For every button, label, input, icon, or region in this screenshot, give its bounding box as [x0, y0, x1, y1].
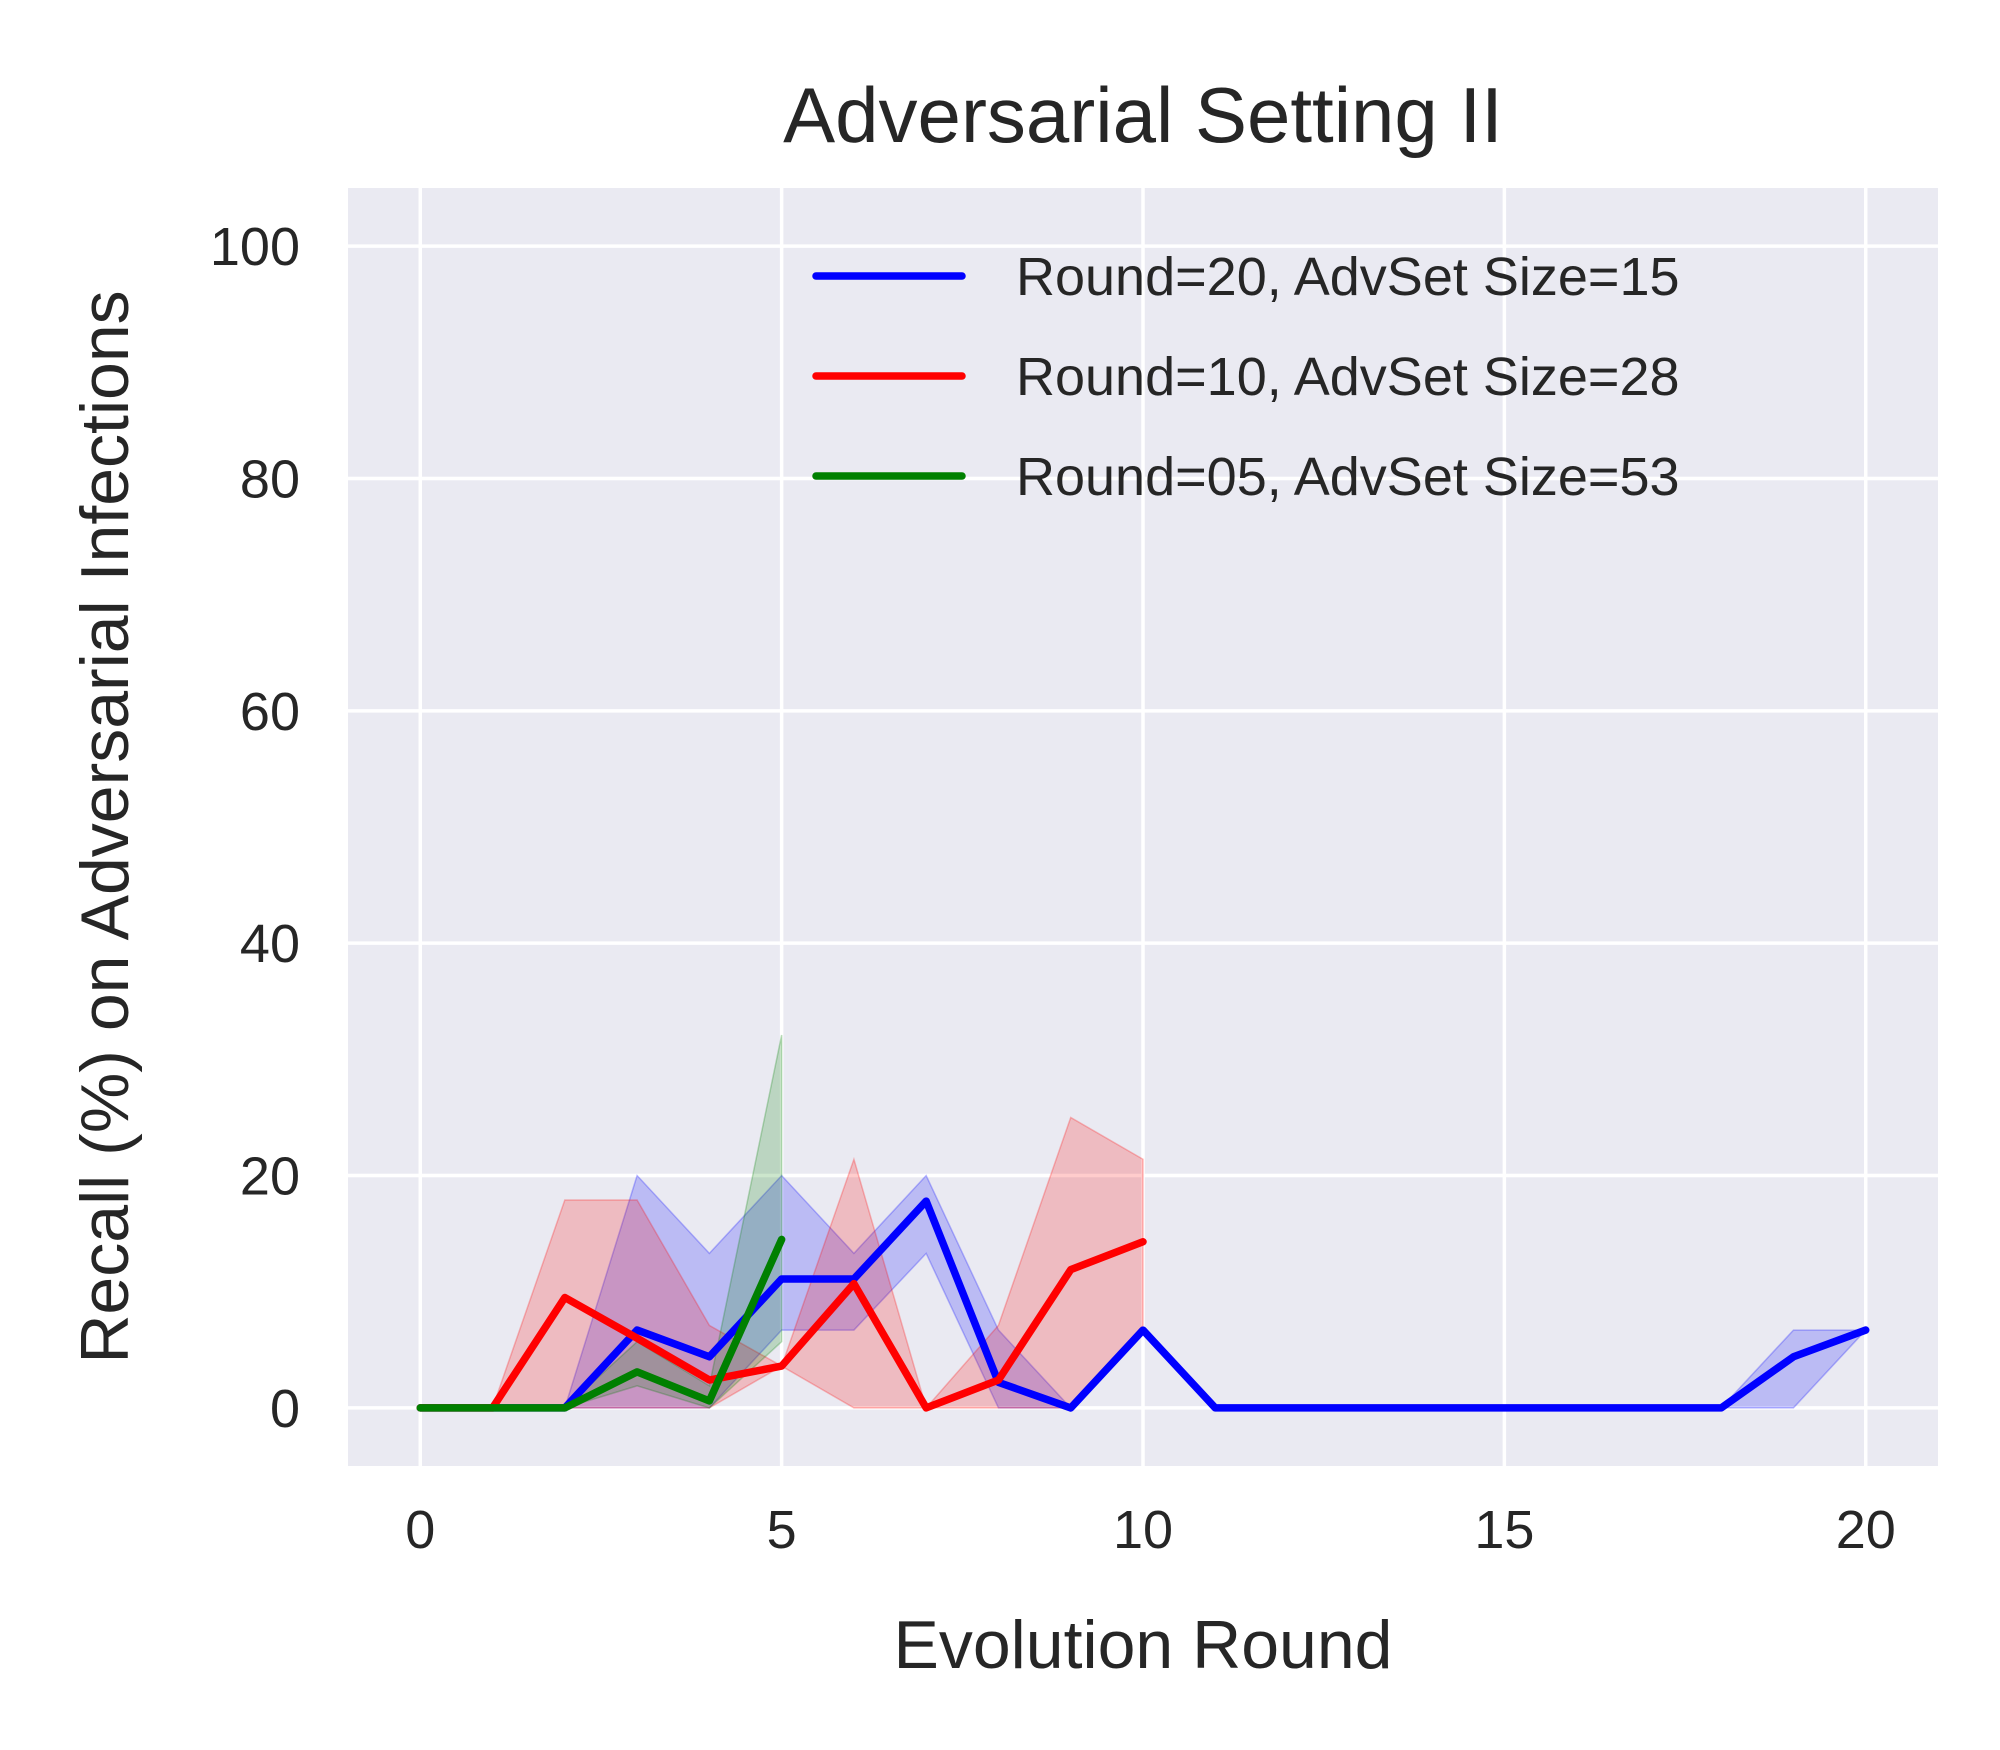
y-tick-label: 0	[270, 1379, 300, 1439]
y-tick-label: 20	[240, 1147, 300, 1207]
y-tick-label: 100	[210, 217, 300, 277]
x-tick-labels: 0 5 10 15 20	[405, 1500, 1896, 1560]
x-tick-label: 0	[405, 1500, 435, 1560]
y-axis-label: Recall (%) on Adversarial Infections	[67, 290, 143, 1363]
line-series-2	[416, 1238, 1147, 1412]
legend-label: Round=10, AdvSet Size=28	[1016, 347, 1680, 407]
line-series-1	[416, 1197, 1870, 1412]
x-tick-label: 15	[1474, 1500, 1534, 1560]
legend-label: Round=05, AdvSet Size=53	[1016, 447, 1680, 507]
x-axis-label: Evolution Round	[893, 1607, 1392, 1683]
x-tick-label: 10	[1113, 1500, 1173, 1560]
y-tick-label: 40	[240, 914, 300, 974]
grid	[348, 188, 1938, 1466]
y-tick-label: 80	[240, 449, 300, 509]
line-series-3	[416, 1235, 786, 1412]
x-tick-label: 5	[767, 1500, 797, 1560]
legend: Round=20, AdvSet Size=15 Round=10, AdvSet…	[812, 247, 1680, 507]
series-lines	[416, 1197, 1870, 1412]
y-tick-label: 60	[240, 682, 300, 742]
chart-title: Adversarial Setting II	[783, 71, 1503, 159]
y-tick-labels: 0 20 40 60 80 100	[210, 217, 300, 1439]
legend-label: Round=20, AdvSet Size=15	[1016, 247, 1680, 307]
x-tick-label: 20	[1836, 1500, 1896, 1560]
